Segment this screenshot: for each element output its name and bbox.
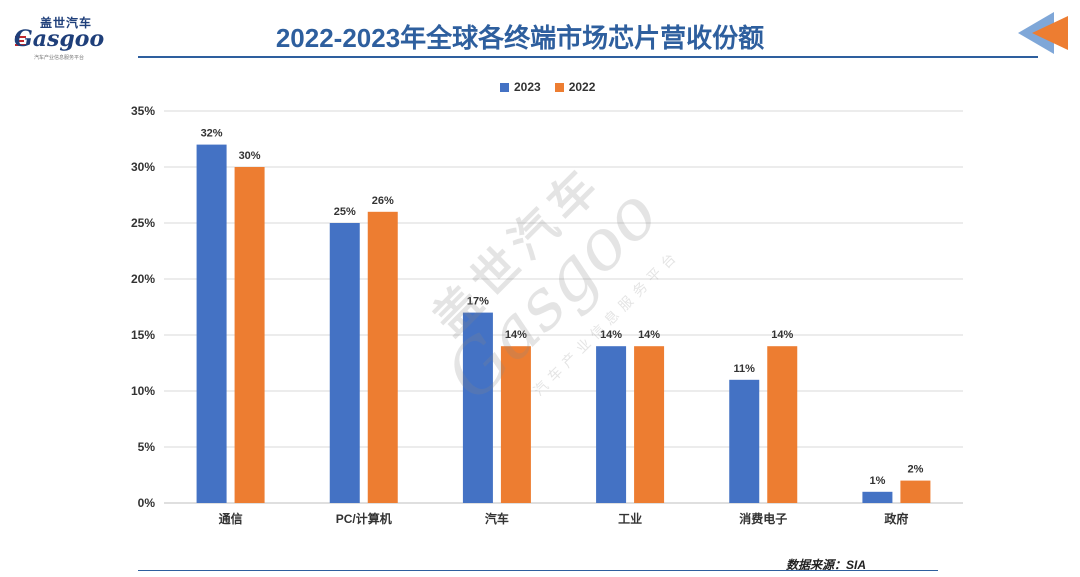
bar-2022 bbox=[900, 480, 931, 503]
x-tick-label: PC/计算机 bbox=[336, 511, 392, 526]
data-label-2022: 14% bbox=[505, 329, 527, 341]
y-tick-label: 20% bbox=[131, 272, 155, 286]
x-tick-label: 通信 bbox=[219, 511, 243, 526]
footer-rule bbox=[138, 570, 938, 571]
bar-2022 bbox=[500, 346, 531, 503]
data-label-2023: 14% bbox=[600, 329, 622, 341]
data-label-2023: 25% bbox=[334, 206, 356, 218]
x-tick-label: 汽车 bbox=[485, 511, 509, 526]
bar-2023 bbox=[462, 312, 493, 503]
logo-en-text: Gasgoo bbox=[14, 26, 105, 52]
bar-2022 bbox=[234, 167, 265, 503]
legend-label-2023: 2023 bbox=[514, 80, 541, 94]
legend-item-2022: 2022 bbox=[554, 80, 596, 94]
bar-2022 bbox=[367, 211, 398, 504]
logo-swoosh-icon bbox=[15, 36, 26, 46]
chart-legend: 2023 2022 bbox=[500, 80, 595, 94]
legend-swatch-2023 bbox=[500, 82, 509, 92]
bar-2023 bbox=[729, 379, 760, 503]
chart-title: 2022-2023年全球各终端市场芯片营收份额 bbox=[275, 23, 765, 53]
bar-2022 bbox=[767, 346, 798, 503]
y-tick-label: 30% bbox=[131, 160, 155, 174]
data-label-2023: 32% bbox=[201, 128, 223, 140]
title-underline bbox=[138, 56, 1038, 58]
x-tick-label: 消费电子 bbox=[739, 511, 787, 526]
bar-2022 bbox=[634, 346, 665, 503]
gasgoo-logo: 盖世汽车 Gasgoo 汽车产业信息服务平台 bbox=[14, 14, 114, 61]
data-label-2022: 30% bbox=[239, 150, 261, 162]
y-tick-label: 0% bbox=[138, 496, 156, 510]
data-label-2022: 2% bbox=[907, 464, 923, 476]
data-label-2022: 26% bbox=[372, 195, 394, 207]
data-label-2022: 14% bbox=[638, 329, 660, 341]
y-tick-label: 10% bbox=[131, 384, 155, 398]
bar-2023 bbox=[196, 144, 227, 503]
data-label-2023: 17% bbox=[467, 296, 489, 308]
legend-swatch-2022 bbox=[554, 82, 564, 92]
y-tick-label: 25% bbox=[131, 216, 155, 230]
data-label-2023: 11% bbox=[734, 363, 756, 375]
x-tick-label: 工业 bbox=[618, 511, 642, 526]
data-label-2023: 1% bbox=[869, 475, 885, 487]
logo-sub-text: 汽车产业信息服务平台 bbox=[34, 55, 85, 61]
bar-2023 bbox=[862, 491, 893, 503]
x-tick-label: 政府 bbox=[884, 511, 908, 526]
y-tick-label: 5% bbox=[138, 440, 156, 454]
y-tick-label: 15% bbox=[131, 328, 155, 342]
data-label-2022: 14% bbox=[771, 329, 793, 341]
data-source: 数据来源：SIA bbox=[785, 558, 866, 572]
legend-item-2023: 2023 bbox=[500, 80, 541, 94]
logo-cn-text: 盖世汽车 bbox=[40, 16, 93, 30]
bar-2023 bbox=[596, 346, 627, 503]
arrow-icon bbox=[1018, 12, 1068, 54]
legend-label-2022: 2022 bbox=[568, 80, 596, 94]
bar-2023 bbox=[329, 223, 360, 503]
y-tick-label: 35% bbox=[131, 104, 155, 118]
